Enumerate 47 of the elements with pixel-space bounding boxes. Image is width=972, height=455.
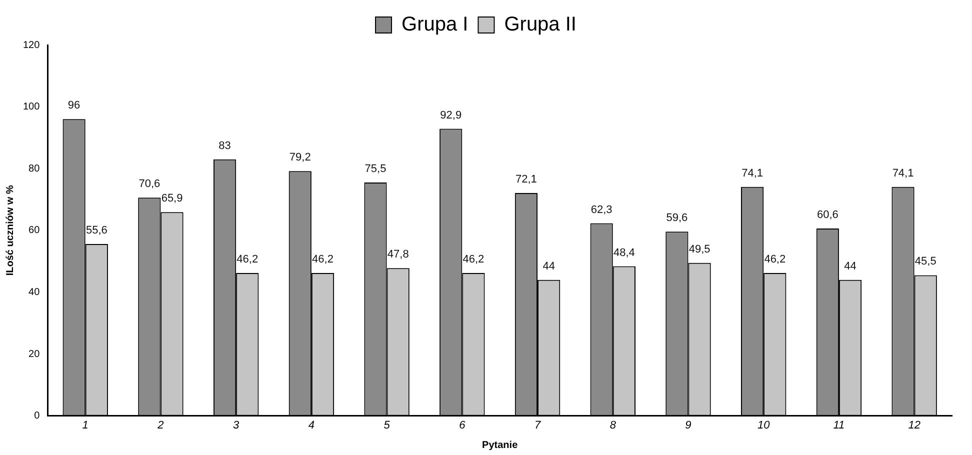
x-tick-label: 6 (459, 419, 466, 432)
x-tick-label: 12 (908, 419, 920, 432)
x-tick-label: 2 (156, 419, 164, 432)
data-label: 49,5 (688, 243, 710, 256)
y-tick-label: 60 (28, 225, 40, 236)
y-tick-label: 0 (34, 410, 40, 422)
y-axis-title: ILość uczniów w % (4, 185, 16, 276)
x-tick-label: 5 (384, 419, 391, 432)
data-label: 83 (218, 140, 231, 152)
data-label: 44 (844, 260, 856, 272)
data-label: 46,2 (764, 254, 786, 266)
data-label: 75,5 (364, 163, 386, 176)
data-label: 45,5 (914, 256, 936, 268)
data-label: 46,2 (236, 254, 258, 266)
data-label: 59,6 (666, 212, 688, 224)
legend-label: Grupa I (402, 14, 468, 36)
y-tick-label: 120 (22, 40, 40, 51)
x-tick-label: 3 (233, 419, 240, 432)
data-label: 74,1 (892, 167, 914, 180)
legend-label: Grupa II (504, 14, 576, 36)
y-tick-label: 40 (28, 286, 40, 298)
data-label: 44 (542, 260, 555, 272)
data-label: 48,4 (613, 246, 635, 259)
x-tick-label: 8 (610, 419, 617, 432)
x-axis-title: Pytanie (482, 440, 518, 451)
x-tick-label: 10 (757, 419, 771, 432)
x-tick-label: 7 (534, 419, 542, 432)
x-tick-label: 11 (833, 419, 845, 432)
data-label: 92,9 (440, 109, 462, 122)
data-label: 70,6 (138, 178, 160, 190)
data-label: 46,2 (312, 254, 334, 266)
data-label: 47,8 (387, 248, 409, 261)
data-label: 72,1 (516, 174, 537, 186)
x-tick-label: 4 (308, 419, 315, 432)
y-tick-label: 20 (28, 348, 40, 360)
data-label: 60,6 (816, 209, 838, 222)
x-tick-label: 1 (82, 419, 88, 432)
data-label: 74,1 (742, 167, 764, 180)
data-label: 65,9 (161, 192, 183, 205)
x-tick-label: 9 (685, 419, 692, 432)
data-label: 55,6 (86, 224, 108, 237)
data-label: 46,2 (462, 254, 484, 266)
data-label: 96 (68, 100, 80, 112)
data-label: 79,2 (289, 152, 311, 164)
y-tick-label: 100 (22, 102, 40, 113)
y-tick-label: 80 (28, 163, 40, 174)
data-label: 62,3 (590, 204, 612, 216)
